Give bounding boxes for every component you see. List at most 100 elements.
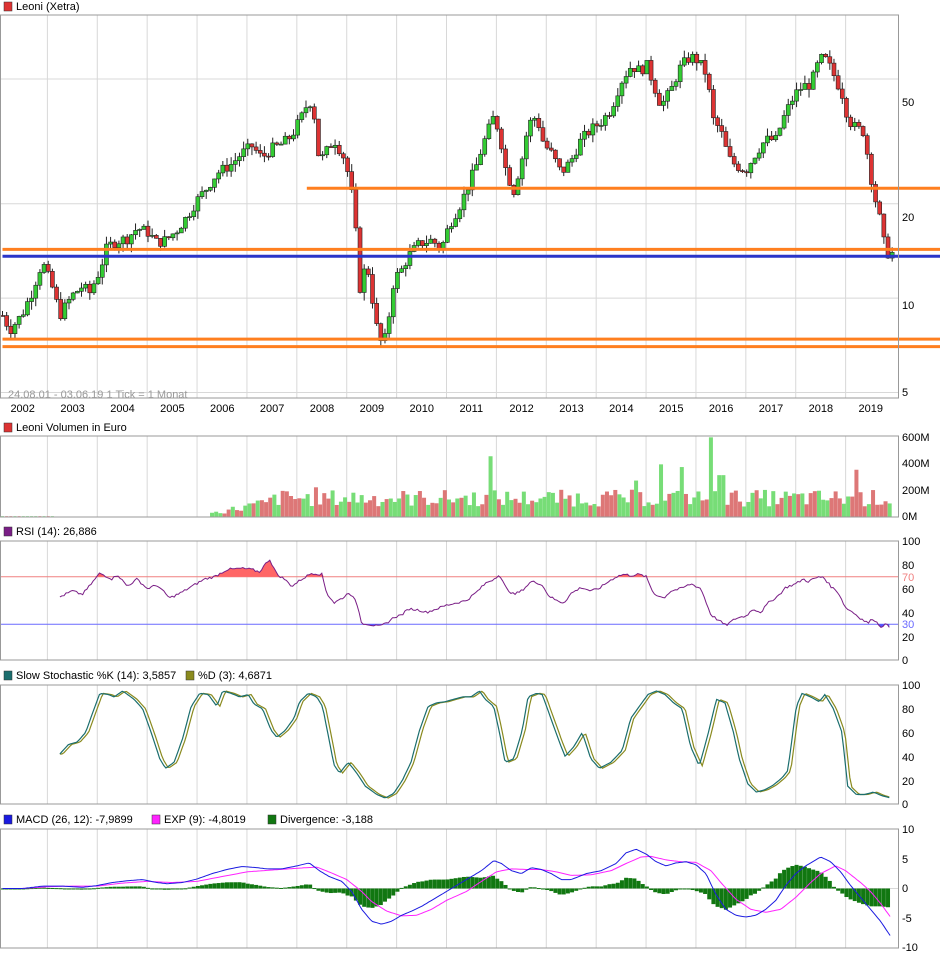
macd-divergence-bar — [274, 887, 279, 889]
price-candle-up — [777, 127, 783, 136]
year-label-2007: 2007 — [260, 403, 284, 415]
volume-chart-title: Leoni Volumen in Euro — [16, 422, 127, 434]
macd-divergence-bar — [769, 881, 774, 889]
volume-bar — [580, 503, 585, 517]
divergence-title: Divergence: -3,188 — [280, 814, 373, 826]
macd-divergence-bar — [877, 888, 882, 907]
price-candle-down — [844, 98, 849, 118]
legend-swatch-price — [3, 1, 13, 12]
macd-divergence-bar — [765, 884, 770, 889]
volume-bar — [758, 498, 763, 517]
volume-bar — [305, 494, 310, 517]
price-candle-up — [116, 243, 122, 249]
price-candle-down — [657, 92, 662, 106]
price-candle-down — [357, 227, 363, 293]
macd-divergence-bar — [187, 887, 192, 889]
price-candle-up — [174, 232, 180, 235]
price-candle-up — [203, 189, 209, 192]
price-candle-up — [37, 272, 43, 286]
price-candle-down — [432, 238, 438, 244]
macd-divergence-bar — [711, 888, 716, 905]
price-candle-up — [852, 122, 858, 127]
price-candle-down — [87, 283, 93, 294]
macd-divergence-bar — [848, 888, 853, 900]
macd-divergence-bar — [341, 888, 346, 894]
volume-bar — [667, 493, 672, 517]
macd-divergence-bar — [574, 888, 579, 891]
volume-bar — [783, 491, 788, 517]
volume-bar — [762, 489, 767, 517]
year-label-2005: 2005 — [160, 403, 184, 415]
price-candle-up — [669, 86, 675, 91]
stoch-k-line — [59, 690, 890, 799]
volume-bar — [646, 502, 651, 517]
price-candle-down — [869, 153, 874, 185]
price-candle-up — [295, 119, 300, 136]
price-candle-up — [603, 115, 608, 126]
stoch-d-title: %D (3): 4,6871 — [198, 670, 272, 682]
macd-divergence-bar — [736, 888, 741, 904]
macd-divergence-bar — [549, 888, 554, 892]
legend-swatch-stoch-d — [185, 670, 195, 681]
volume-bar — [363, 502, 368, 517]
macd-divergence-bar — [262, 886, 267, 889]
macd-divergence-bar — [295, 885, 300, 889]
macd-divergence-bar — [399, 887, 404, 889]
macd-divergence-bar — [649, 888, 654, 890]
price-candle-up — [120, 236, 126, 245]
price-candle-up — [665, 90, 670, 102]
price-candle-up — [794, 89, 799, 102]
panel-frame-stoch — [0, 684, 899, 805]
volume-bar — [821, 499, 826, 517]
macd-divergence-bar — [412, 883, 417, 889]
macd-divergence-bar — [499, 881, 504, 889]
macd-divergence-bar — [831, 886, 836, 889]
macd-divergence-bar — [624, 877, 629, 889]
panel-frame-vol — [0, 435, 899, 518]
macd-divergence-bar — [516, 888, 521, 893]
macd-line — [2, 848, 891, 936]
price-candle-down — [266, 155, 271, 158]
volume-bar — [376, 506, 381, 517]
macd-divergence-bar — [441, 879, 446, 889]
volume-bar — [488, 456, 493, 517]
macd-divergence-bar — [723, 888, 728, 910]
price-candle-up — [569, 158, 575, 163]
price-ytick-5: 5 — [902, 387, 908, 399]
macd-divergence-bar — [403, 886, 408, 889]
volume-bar — [226, 509, 231, 517]
macd-divergence-bar — [179, 888, 184, 890]
volume-bar — [733, 490, 738, 517]
volume-bar — [234, 510, 239, 517]
macd-divergence-bar — [669, 888, 674, 893]
macd-divergence-bar — [744, 888, 749, 899]
volume-bar — [218, 513, 223, 517]
macd-divergence-bar — [503, 884, 508, 889]
macd-divergence-bar — [378, 888, 383, 906]
price-candle-down — [436, 242, 442, 249]
volume-bar — [463, 495, 468, 517]
legend-swatch-volume — [3, 422, 13, 433]
volume-bar — [347, 501, 352, 517]
rsi-overbought-fill — [59, 560, 890, 577]
volume-bar — [634, 480, 639, 517]
price-candle-up — [149, 235, 155, 237]
price-candle-up — [590, 123, 596, 136]
macd-divergence-bar — [270, 887, 275, 889]
price-candle-down — [158, 238, 163, 247]
macd-divergence-bar — [686, 888, 691, 890]
price-candle-up — [578, 138, 583, 156]
volume-bar — [571, 506, 576, 517]
macd-divergence-bar — [536, 888, 541, 890]
stoch-ytick-100: 100 — [902, 680, 920, 692]
macd-divergence-bar — [46, 887, 51, 889]
volume-bar — [617, 494, 622, 517]
volume-bar — [301, 498, 306, 517]
macd-divergence-bar — [428, 879, 433, 889]
volume-bar — [654, 503, 659, 517]
macd-divergence-bar — [353, 888, 358, 901]
price-candle-up — [83, 283, 88, 289]
price-candle-up — [773, 135, 779, 141]
price-ytick-50: 50 — [902, 97, 914, 109]
volume-bar — [525, 504, 530, 517]
